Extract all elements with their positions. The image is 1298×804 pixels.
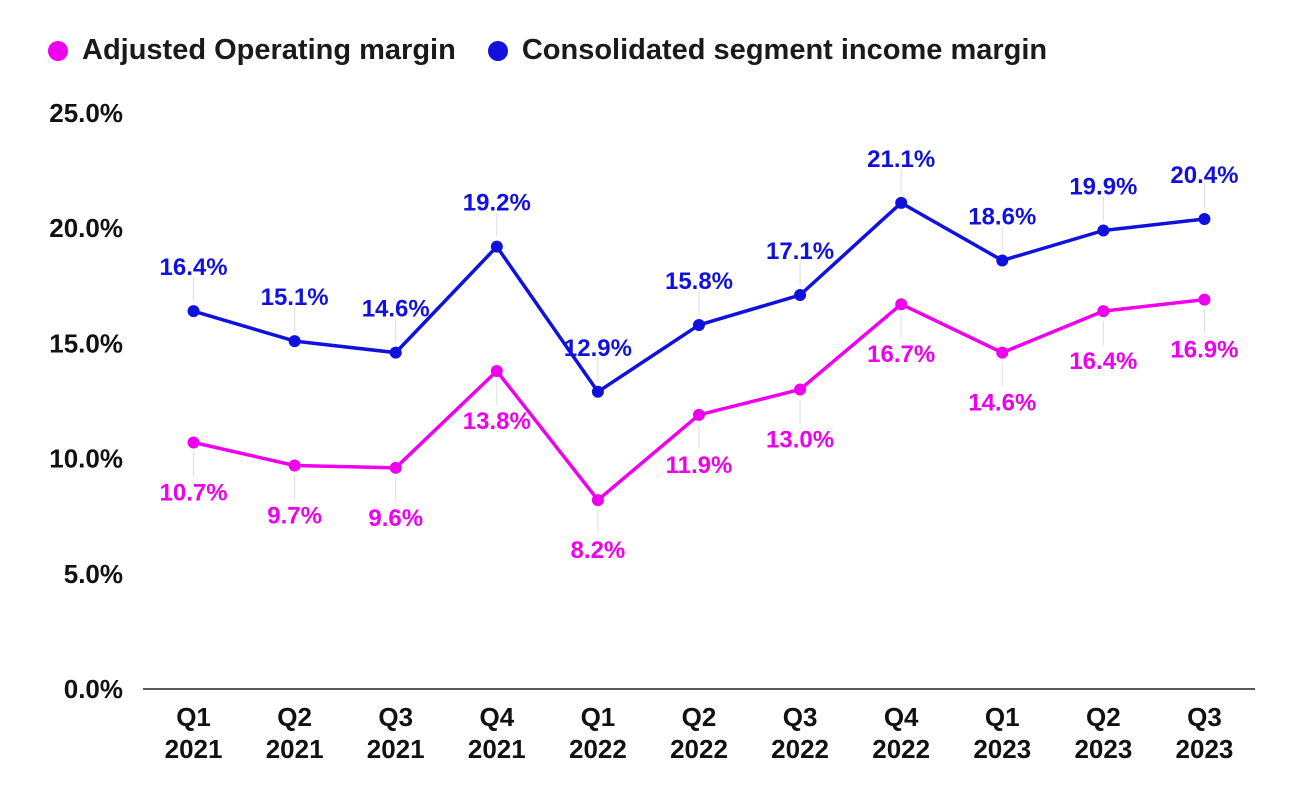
- data-point: [1198, 212, 1211, 225]
- data-label: 15.8%: [665, 268, 733, 295]
- x-tick-label-quarter: Q3: [783, 702, 818, 732]
- data-point: [1097, 224, 1110, 237]
- data-point: [591, 494, 604, 507]
- data-label: 8.2%: [571, 537, 626, 564]
- data-point: [1198, 293, 1211, 306]
- x-tick-label-quarter: Q1: [176, 702, 211, 732]
- data-label: 10.7%: [160, 479, 228, 506]
- data-label: 14.6%: [362, 296, 430, 323]
- data-point: [794, 383, 807, 396]
- x-tick-label-year: 2022: [872, 734, 930, 764]
- x-tick-label-year: 2022: [569, 734, 627, 764]
- data-point: [996, 346, 1009, 359]
- data-label: 12.9%: [564, 335, 632, 362]
- data-label: 14.6%: [968, 390, 1036, 417]
- x-tick-label-quarter: Q1: [985, 702, 1020, 732]
- data-point: [794, 289, 807, 302]
- data-label: 13.8%: [463, 408, 531, 435]
- x-tick-label-quarter: Q3: [378, 702, 413, 732]
- data-point: [389, 346, 402, 359]
- legend-item-consolidated-segment-income-margin: Consolidated segment income margin: [487, 34, 1048, 67]
- legend-item-adjusted-operating-margin: Adjusted Operating margin: [48, 34, 456, 67]
- data-label: 18.6%: [968, 203, 1036, 230]
- data-point: [591, 385, 604, 398]
- y-tick-label: 25.0%: [49, 98, 123, 128]
- legend-marker-adjusted: [48, 40, 68, 61]
- data-point: [490, 365, 503, 378]
- data-point: [187, 436, 200, 449]
- data-label: 11.9%: [666, 452, 733, 479]
- x-tick-label-quarter: Q3: [1187, 702, 1222, 732]
- data-point: [389, 461, 402, 474]
- data-label: 16.4%: [1069, 348, 1137, 375]
- data-label: 20.4%: [1170, 162, 1238, 189]
- data-point: [895, 196, 908, 209]
- data-point: [187, 305, 200, 318]
- legend: Adjusted Operating margin Consolidated s…: [48, 34, 1047, 67]
- legend-label-consolidated: Consolidated segment income margin: [521, 34, 1048, 66]
- x-tick-label-year: 2021: [266, 734, 324, 764]
- data-point: [996, 254, 1009, 267]
- data-point: [693, 408, 705, 421]
- data-label: 21.1%: [867, 146, 935, 173]
- x-tick-label-year: 2021: [165, 734, 223, 764]
- y-tick-label: 15.0%: [49, 328, 123, 358]
- x-tick-label-quarter: Q2: [1086, 702, 1121, 732]
- x-tick-label-year: 2023: [973, 734, 1031, 764]
- data-label: 19.9%: [1069, 174, 1137, 201]
- x-tick-label-quarter: Q2: [277, 702, 312, 732]
- legend-marker-consolidated: [487, 40, 508, 61]
- data-label: 17.1%: [766, 238, 834, 265]
- data-label: 19.2%: [463, 190, 531, 217]
- x-tick-label-quarter: Q2: [682, 702, 717, 732]
- data-label: 9.6%: [368, 505, 423, 532]
- x-tick-label-year: 2022: [771, 734, 829, 764]
- legend-label-adjusted: Adjusted Operating margin: [82, 34, 456, 66]
- y-tick-label: 10.0%: [49, 444, 123, 474]
- x-tick-label-year: 2023: [1176, 734, 1234, 764]
- x-tick-label-year: 2021: [367, 734, 425, 764]
- x-tick-label-quarter: Q1: [581, 702, 616, 732]
- x-tick-label-quarter: Q4: [884, 702, 919, 732]
- x-tick-label-year: 2021: [468, 734, 526, 764]
- y-tick-label: 0.0%: [64, 674, 123, 704]
- x-tick-label-quarter: Q4: [479, 702, 514, 732]
- data-label: 16.9%: [1170, 337, 1238, 364]
- y-tick-label: 20.0%: [49, 213, 123, 243]
- x-tick-label-year: 2022: [670, 734, 728, 764]
- data-point: [288, 335, 301, 348]
- data-label: 16.7%: [867, 341, 935, 368]
- data-label: 16.4%: [160, 254, 228, 281]
- data-point: [288, 459, 301, 472]
- data-label: 15.1%: [261, 284, 329, 311]
- y-tick-label: 5.0%: [64, 559, 123, 589]
- data-label: 9.7%: [267, 503, 322, 530]
- x-tick-label-year: 2023: [1074, 734, 1132, 764]
- data-point: [1097, 305, 1110, 318]
- data-point: [693, 318, 705, 331]
- data-point: [490, 240, 503, 253]
- data-label: 13.0%: [766, 426, 834, 453]
- data-point: [895, 298, 908, 311]
